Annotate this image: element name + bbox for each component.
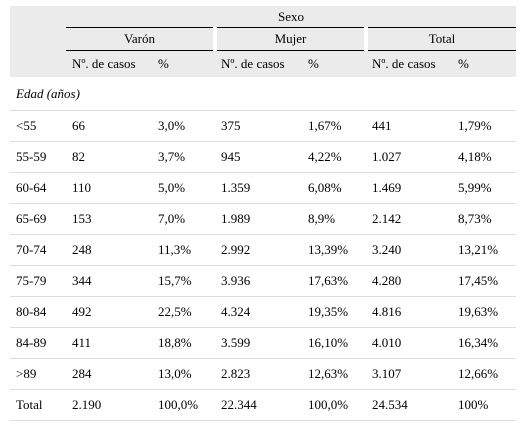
data-row: 75-79 344 15,7% 3.936 17,63% 4.280 17,45% — [10, 265, 517, 297]
corner-cell — [10, 6, 66, 77]
data-row: 70-74 248 11,3% 2.992 13,39% 3.240 13,21% — [10, 234, 517, 266]
row-label: 60-64 — [10, 172, 66, 204]
subcolumn-header: Nº. de casos — [66, 50, 152, 77]
column-header: Mujer — [213, 27, 366, 51]
data-cell: 12,66% — [452, 358, 517, 390]
row-label: >89 — [10, 358, 66, 390]
data-cell: 4.324 — [215, 296, 302, 328]
data-cell: 945 — [215, 141, 302, 173]
data-cell: 4.280 — [366, 265, 452, 297]
data-cell: 13,21% — [452, 234, 517, 266]
data-cell: 17,45% — [452, 265, 517, 297]
row-label: 70-74 — [10, 234, 66, 266]
data-cell: 2.823 — [215, 358, 302, 390]
data-cell: 4,18% — [452, 141, 517, 173]
column-header: Total — [363, 27, 517, 51]
data-cell: 8,73% — [452, 203, 517, 235]
data-cell: 17,63% — [302, 265, 366, 297]
data-cell: 5,99% — [452, 172, 517, 204]
data-cell: 12,63% — [302, 358, 366, 390]
data-cell: 248 — [66, 234, 152, 266]
data-table: Sexo Varón Mujer Total Nº. de casos% Nº. de c… — [10, 6, 517, 421]
data-cell: 16,10% — [302, 327, 366, 359]
data-row: 65-69 153 7,0% 1.989 8,9% 2.142 8,73% — [10, 203, 517, 235]
header-row: Varón Mujer Total — [10, 27, 517, 51]
data-cell: 5,0% — [152, 172, 215, 204]
data-cell: 100% — [452, 389, 517, 421]
data-cell: 344 — [66, 265, 152, 297]
data-row: >89 284 13,0% 2.823 12,63% 3.107 12,66% — [10, 358, 517, 390]
data-row: 80-84 492 22,5% 4.324 19,35% 4.816 19,63% — [10, 296, 517, 328]
data-cell: 2.190 — [66, 389, 152, 421]
data-cell: 22,5% — [152, 296, 215, 328]
subcolumn-header: % — [152, 50, 215, 77]
data-row: 55-59 82 3,7% 945 4,22% 1.027 4,18% — [10, 141, 517, 173]
data-cell: 3.599 — [215, 327, 302, 359]
data-cell: 18,8% — [152, 327, 215, 359]
data-cell: 16,34% — [452, 327, 517, 359]
data-cell: 3.107 — [366, 358, 452, 390]
data-cell: 66 — [66, 110, 152, 142]
row-label: 80-84 — [10, 296, 66, 328]
data-cell: 15,7% — [152, 265, 215, 297]
data-cell: 441 — [366, 110, 452, 142]
data-cell: 1,79% — [452, 110, 517, 142]
header-row: Nº. de casos% Nº. de casos% Nº. de casos% — [10, 50, 517, 77]
section-row: Edad (años) — [10, 77, 517, 111]
subcolumn-header: % — [302, 50, 366, 77]
data-cell: 8,9% — [302, 203, 366, 235]
data-cell: 82 — [66, 141, 152, 173]
data-cell: 3.240 — [366, 234, 452, 266]
data-cell: 3.936 — [215, 265, 302, 297]
data-cell: 3,0% — [152, 110, 215, 142]
data-cell: 2.992 — [215, 234, 302, 266]
data-cell: 7,0% — [152, 203, 215, 235]
subcolumn-header: % — [452, 50, 517, 77]
data-cell: 24.534 — [366, 389, 452, 421]
data-cell: 4.816 — [366, 296, 452, 328]
data-cell: 13,0% — [152, 358, 215, 390]
data-cell: 153 — [66, 203, 152, 235]
data-cell: 1.469 — [366, 172, 452, 204]
data-row: 84-89 411 18,8% 3.599 16,10% 4.010 16,34% — [10, 327, 517, 359]
data-cell: 13,39% — [302, 234, 366, 266]
row-label: <55 — [10, 110, 66, 142]
data-cell: 19,63% — [452, 296, 517, 328]
data-cell: 4,22% — [302, 141, 366, 173]
row-label: 65-69 — [10, 203, 66, 235]
data-cell: 1,67% — [302, 110, 366, 142]
section-label: Edad (años) — [10, 77, 517, 111]
data-cell: 110 — [66, 172, 152, 204]
data-cell: 375 — [215, 110, 302, 142]
data-row: Total 2.190 100,0% 22.344 100,0% 24.534 100% — [10, 389, 517, 421]
row-label: 55-59 — [10, 141, 66, 173]
data-cell: 100,0% — [152, 389, 215, 421]
row-label: 75-79 — [10, 265, 66, 297]
data-cell: 19,35% — [302, 296, 366, 328]
header-row: Sexo — [10, 6, 517, 77]
row-label: Total — [10, 389, 66, 421]
data-cell: 22.344 — [215, 389, 302, 421]
subcolumn-header: Nº. de casos — [366, 50, 452, 77]
subcolumn-header: Nº. de casos — [215, 50, 302, 77]
data-cell: 1.989 — [215, 203, 302, 235]
data-cell: 492 — [66, 296, 152, 328]
column-header: Varón — [66, 27, 215, 51]
data-row: <55 66 3,0% 375 1,67% 441 1,79% — [10, 110, 517, 142]
data-cell: 2.142 — [366, 203, 452, 235]
data-cell: 11,3% — [152, 234, 215, 266]
data-cell: 284 — [66, 358, 152, 390]
row-label: 84-89 — [10, 327, 66, 359]
data-cell: 100,0% — [302, 389, 366, 421]
group-header: Sexo — [66, 6, 517, 28]
data-cell: 1.027 — [366, 141, 452, 173]
data-row: 60-64 110 5,0% 1.359 6,08% 1.469 5,99% — [10, 172, 517, 204]
data-cell: 4.010 — [366, 327, 452, 359]
data-cell: 6,08% — [302, 172, 366, 204]
data-cell: 411 — [66, 327, 152, 359]
data-cell: 1.359 — [215, 172, 302, 204]
data-cell: 3,7% — [152, 141, 215, 173]
